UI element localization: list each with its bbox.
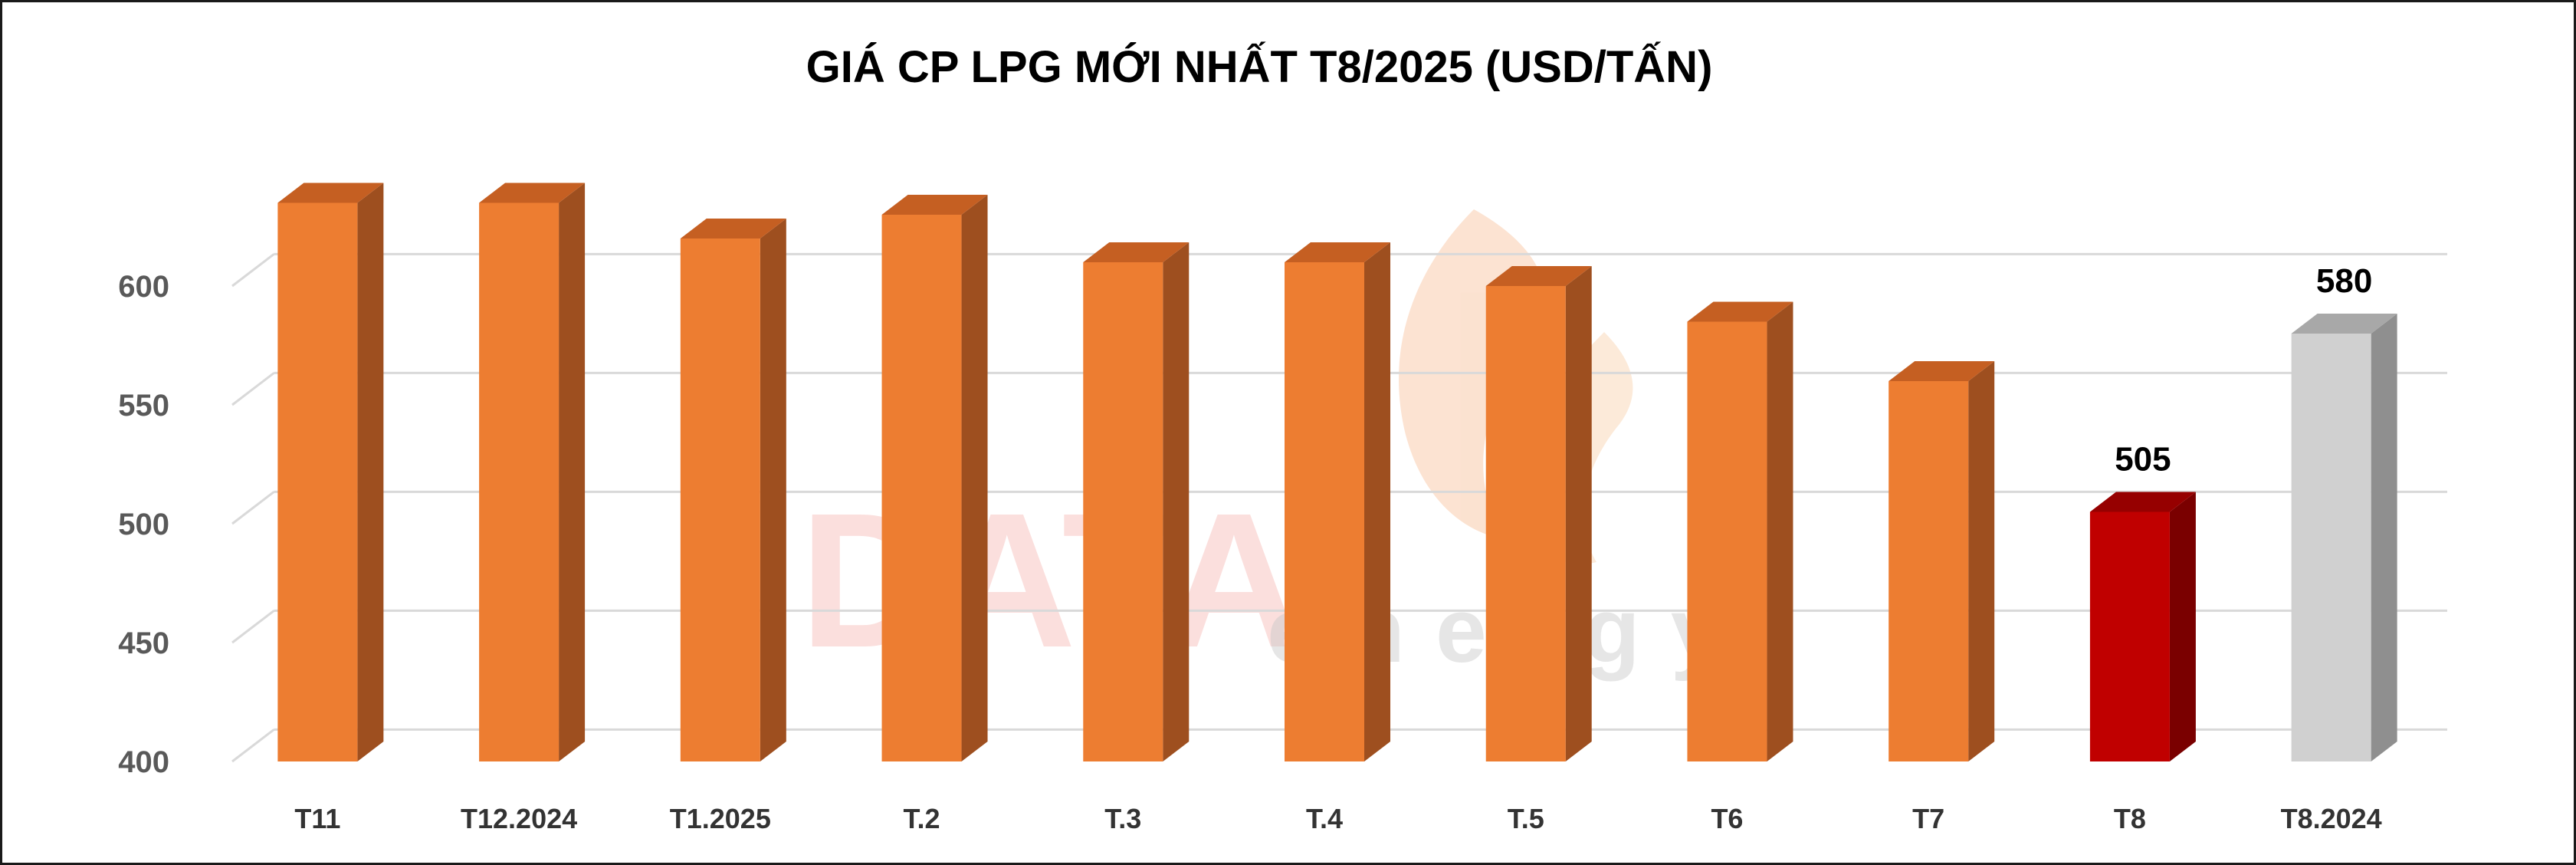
gridline-slant <box>231 253 275 288</box>
bar <box>1083 242 1190 761</box>
data-label: 505 <box>2115 441 2171 479</box>
bar <box>1889 361 1995 761</box>
gridline-slant <box>231 372 275 406</box>
bar-top <box>1889 361 1995 381</box>
x-tick-label: T8.2024 <box>2281 803 2382 834</box>
bar-front <box>479 202 560 761</box>
bar <box>277 183 384 761</box>
bar <box>680 219 786 761</box>
bar-side <box>1565 266 1592 761</box>
data-label: 580 <box>2316 262 2372 300</box>
bar-front <box>277 202 358 761</box>
bar-front <box>1485 286 1566 761</box>
chart-title: GIÁ CP LPG MỚI NHẤT T8/2025 (USD/TẤN) <box>806 42 1713 92</box>
bar-front <box>1687 321 1767 761</box>
bar-top <box>1485 266 1592 286</box>
y-axis-ticks: 400 450 500 550 600 <box>118 270 169 779</box>
x-axis-ticks: T11 T12.2024 T1.2025 T.2 T.3 T.4 T.5 T6 T7 T8 T8.2… <box>294 803 2381 834</box>
bar-front <box>1083 262 1163 761</box>
bar-top <box>2089 492 2196 512</box>
gridline-slant <box>231 610 275 644</box>
bar-side <box>559 183 586 761</box>
x-tick-label: T.3 <box>1104 803 1141 834</box>
bar <box>1485 266 1592 761</box>
bar-front <box>2089 511 2170 761</box>
bar <box>2291 314 2397 761</box>
bar-top <box>2291 314 2397 334</box>
bar-front <box>2291 334 2371 761</box>
gridline-slant <box>231 729 275 763</box>
bar-top <box>1285 242 1390 262</box>
x-tick-label: T.5 <box>1508 803 1544 834</box>
watermark-brand: DATA <box>799 473 1303 687</box>
bar-top <box>881 195 988 215</box>
bar-front <box>1285 262 1364 761</box>
bar <box>1687 301 1793 761</box>
bar-top <box>1083 242 1190 262</box>
x-tick-label: T1.2025 <box>670 803 771 834</box>
x-tick-label: T6 <box>1711 803 1743 834</box>
y-tick-label: 500 <box>118 508 169 541</box>
x-tick-label: T11 <box>294 803 340 834</box>
bar-side <box>2169 492 2196 761</box>
bar-side <box>1767 301 1793 761</box>
x-tick-label: T.2 <box>904 803 940 834</box>
bar-side <box>1364 242 1390 761</box>
bar <box>1285 242 1390 761</box>
data-labels: 505 580 <box>2115 262 2372 479</box>
bar-side <box>357 183 384 761</box>
bar-side <box>961 195 988 761</box>
y-tick-label: 400 <box>118 745 169 779</box>
x-tick-label: T8 <box>2114 803 2146 834</box>
gridline-slant <box>231 491 275 525</box>
bar-top <box>680 219 786 238</box>
bar-front <box>881 215 962 761</box>
bar-front <box>680 238 760 761</box>
bar-top <box>277 183 384 203</box>
bar-front <box>1889 381 1969 761</box>
y-tick-label: 450 <box>118 627 169 660</box>
bar-side <box>1968 361 1995 761</box>
x-tick-label: T7 <box>1912 803 1944 834</box>
bars <box>277 183 2397 761</box>
bar <box>2089 492 2196 761</box>
bar-top <box>479 183 586 203</box>
bar-side <box>760 219 786 761</box>
x-tick-label: T12.2024 <box>461 803 577 834</box>
bar <box>479 183 586 761</box>
bar-side <box>2371 314 2397 761</box>
bar-top <box>1687 301 1793 322</box>
x-tick-label: T.4 <box>1306 803 1343 834</box>
y-tick-label: 600 <box>118 270 169 304</box>
bar-side <box>1163 242 1190 761</box>
bar <box>881 195 988 761</box>
y-tick-label: 550 <box>118 389 169 423</box>
